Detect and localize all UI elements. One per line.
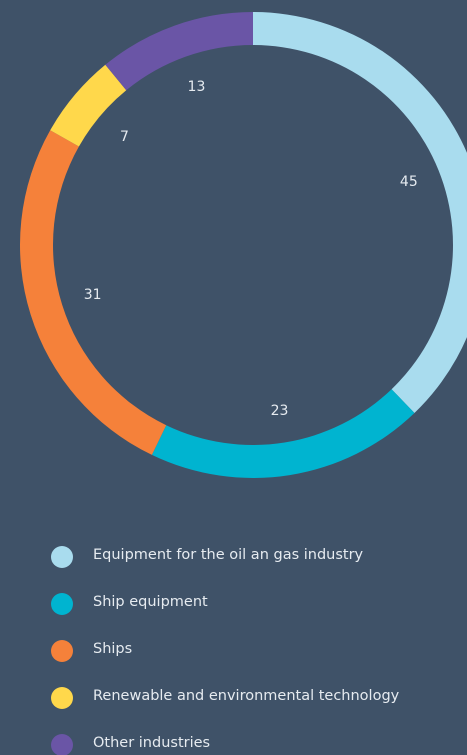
legend-marker: [51, 734, 73, 755]
legend-label: Renewable and environmental technology: [93, 688, 400, 704]
donut-segment: [253, 12, 467, 413]
donut-segment: [19, 130, 167, 455]
legend-label: Ships: [93, 641, 132, 657]
data-label: 31: [84, 287, 102, 303]
data-label: 23: [271, 403, 289, 419]
data-label: 7: [120, 129, 129, 145]
data-label: 13: [188, 79, 206, 95]
donut-segment: [50, 64, 127, 147]
donut-segment: [105, 12, 253, 91]
legend-marker: [51, 687, 73, 709]
donut-segment: [151, 389, 415, 479]
legend-marker: [51, 640, 73, 662]
legend-marker: [51, 593, 73, 615]
data-label: 45: [400, 174, 418, 190]
legend-marker: [51, 546, 73, 568]
legend-label: Ship equipment: [93, 594, 208, 610]
legend-label: Other industries: [93, 735, 210, 751]
legend-label: Equipment for the oil an gas industry: [93, 547, 364, 563]
